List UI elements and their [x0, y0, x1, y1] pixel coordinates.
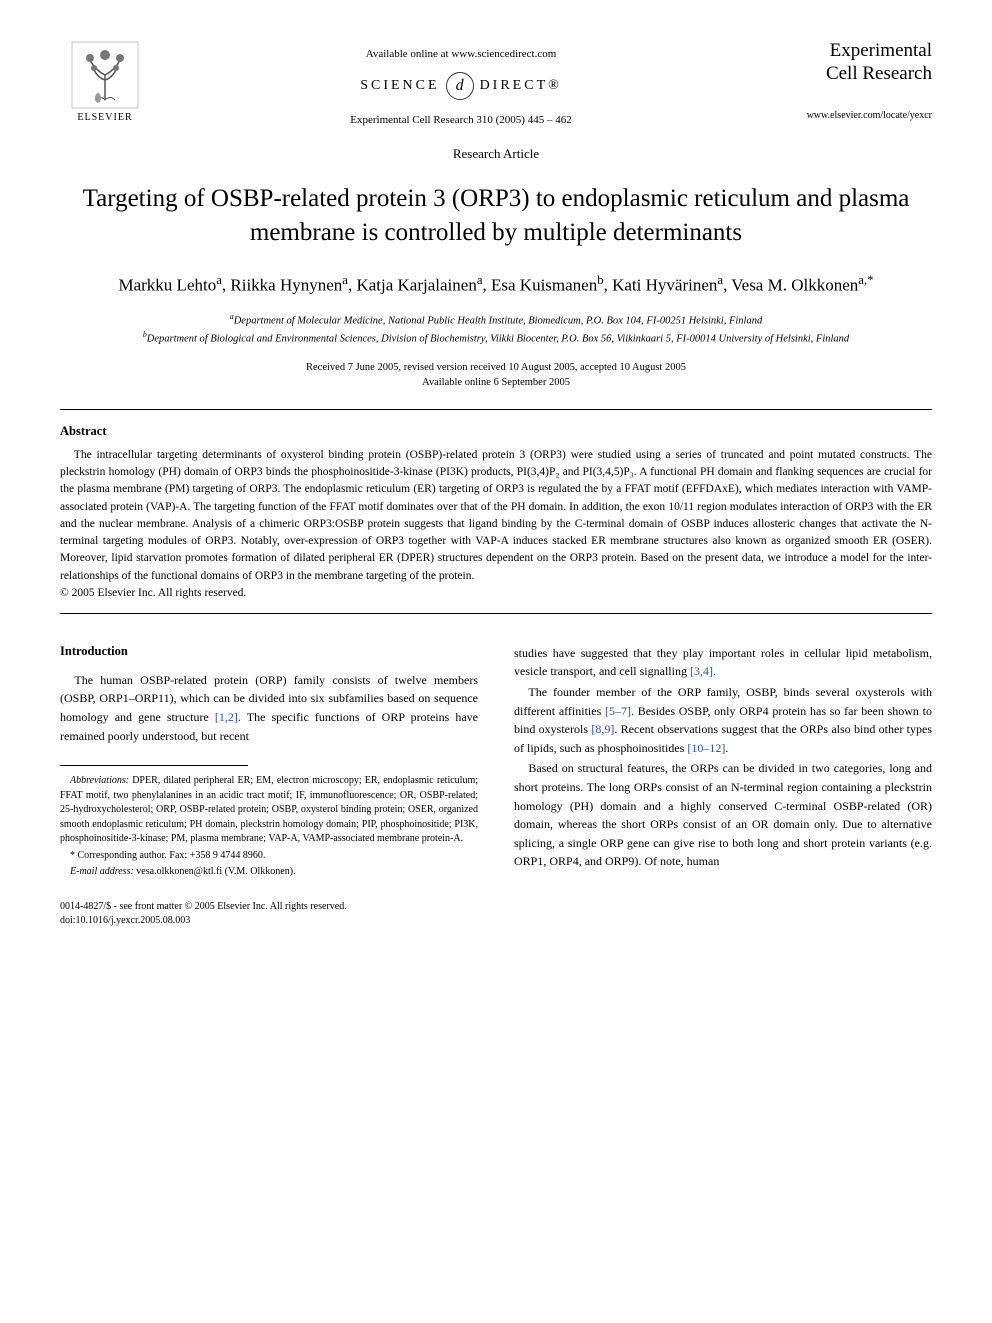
- publisher-logo-block: ELSEVIER: [60, 40, 150, 123]
- email-line: E-mail address: vesa.olkkonen@ktl.fi (V.…: [60, 865, 478, 880]
- email-label: E-mail address:: [70, 866, 134, 877]
- footnotes-block: Abbreviations: DPER, dilated peripheral …: [60, 774, 478, 880]
- front-matter: 0014-4827/$ - see front matter © 2005 El…: [60, 900, 932, 928]
- introduction-heading: Introduction: [60, 644, 478, 659]
- elsevier-tree-icon: [70, 40, 140, 110]
- article-title: Targeting of OSBP-related protein 3 (ORP…: [60, 182, 932, 250]
- publisher-name: ELSEVIER: [77, 112, 132, 123]
- doi-line: doi:10.1016/j.yexcr.2005.08.003: [60, 915, 190, 926]
- page-header: ELSEVIER Available online at www.science…: [60, 40, 932, 130]
- journal-name-line2: Cell Research: [826, 63, 932, 84]
- dates-received: Received 7 June 2005, revised version re…: [306, 362, 686, 373]
- intro-para-2: studies have suggested that they play im…: [514, 644, 932, 681]
- journal-title-block: Experimental Cell Research www.elsevier.…: [772, 40, 932, 121]
- affiliation-b: Department of Biological and Environment…: [147, 334, 849, 345]
- affiliations: aDepartment of Molecular Medicine, Natio…: [60, 311, 932, 348]
- journal-name-line1: Experimental: [830, 40, 932, 61]
- journal-url: www.elsevier.com/locate/yexcr: [772, 110, 932, 121]
- header-center: Available online at www.sciencedirect.co…: [150, 40, 772, 130]
- available-online-text: Available online at www.sciencedirect.co…: [150, 48, 772, 60]
- article-dates: Received 7 June 2005, revised version re…: [60, 361, 932, 390]
- journal-name: Experimental Cell Research: [772, 40, 932, 86]
- email-address: vesa.olkkonen@ktl.fi (V.M. Olkkonen).: [134, 866, 296, 877]
- abstract-heading: Abstract: [60, 424, 932, 439]
- abbreviations: Abbreviations: DPER, dilated peripheral …: [60, 774, 478, 847]
- affiliation-a: Department of Molecular Medicine, Nation…: [234, 315, 763, 326]
- sd-d-icon: d: [446, 72, 474, 100]
- divider-bottom: [60, 613, 932, 614]
- article-type: Research Article: [60, 146, 932, 162]
- sd-text-right: DIRECT®: [480, 78, 562, 94]
- divider-top: [60, 409, 932, 410]
- abstract-copyright: © 2005 Elsevier Inc. All rights reserved…: [60, 587, 932, 599]
- footnote-divider: [60, 765, 248, 766]
- sd-text-left: SCIENCE: [360, 78, 439, 94]
- intro-para-4: Based on structural features, the ORPs c…: [514, 759, 932, 871]
- corresponding-author: * Corresponding author. Fax: +358 9 4744…: [60, 849, 478, 864]
- left-column: Introduction The human OSBP-related prot…: [60, 644, 478, 882]
- abstract-text: The intracellular targeting determinants…: [60, 447, 932, 585]
- authors-list: Markku Lehtoa, Riikka Hynynena, Katja Ka…: [60, 272, 932, 297]
- intro-para-1: The human OSBP-related protein (ORP) fam…: [60, 671, 478, 745]
- right-column: studies have suggested that they play im…: [514, 644, 932, 882]
- body-columns: Introduction The human OSBP-related prot…: [60, 644, 932, 882]
- abbrev-label: Abbreviations:: [70, 775, 129, 786]
- intro-para-3: The founder member of the ORP family, OS…: [514, 683, 932, 757]
- sciencedirect-logo: SCIENCE d DIRECT®: [150, 72, 772, 100]
- journal-citation: Experimental Cell Research 310 (2005) 44…: [150, 114, 772, 126]
- dates-online: Available online 6 September 2005: [422, 377, 570, 388]
- issn-line: 0014-4827/$ - see front matter © 2005 El…: [60, 901, 347, 912]
